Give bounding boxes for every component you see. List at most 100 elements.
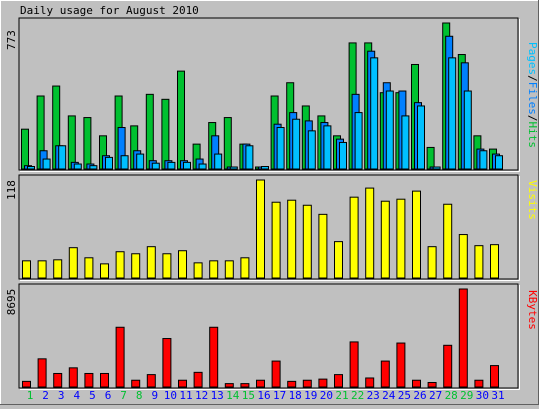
visits-bar-day-10-fill: [162, 253, 172, 279]
pages-bar-day-19-fill: [307, 130, 316, 170]
pages-bar-day-6: [105, 156, 113, 170]
day-label-26: 26: [413, 389, 426, 402]
hits-bar-day-27: [426, 146, 435, 170]
visits-bar-day-10: [162, 253, 172, 279]
kbytes-bar-day-11: [178, 379, 187, 388]
pages-bar-day-23: [370, 57, 379, 170]
kbytes-bar-day-5: [84, 372, 94, 388]
visits-bar-day-31-fill: [490, 244, 499, 279]
day-label-10: 10: [164, 389, 177, 402]
visits-bar-day-22: [349, 196, 359, 279]
kbytes-bar-day-3: [53, 372, 63, 388]
kbytes-bar-day-20-fill: [318, 378, 328, 388]
visits-bar-day-26: [412, 190, 421, 279]
day-label-11: 11: [179, 389, 192, 402]
kbytes-bar-day-5-fill: [84, 372, 94, 388]
pages-bar-day-8-fill: [136, 153, 145, 170]
pages-bar-day-18: [292, 118, 301, 170]
pages-bar-day-28-fill: [448, 57, 457, 170]
pages-bar-day-22-fill: [354, 112, 363, 170]
pages-bar-day-27: [432, 166, 441, 170]
visits-bar-day-23: [365, 187, 375, 279]
pages-bar-day-30: [479, 150, 488, 170]
pages-bar-day-1: [27, 166, 35, 170]
visits-bar-day-20: [318, 213, 328, 279]
visits-bar-day-6-fill: [100, 263, 109, 279]
visits-bar-day-31: [490, 244, 499, 279]
pages-bar-day-1-fill: [27, 166, 35, 170]
kbytes-bar-day-17-fill: [271, 360, 281, 388]
visits-bar-day-18-fill: [287, 199, 297, 279]
pages-bar-day-3: [58, 145, 67, 170]
visits-max-label: 118: [5, 180, 18, 200]
kbytes-bar-day-21: [334, 374, 343, 388]
day-label-18: 18: [289, 389, 302, 402]
pages-bar-day-22: [354, 112, 363, 170]
hits-panel-legend: Pages/Files/Hits: [526, 42, 539, 148]
kbytes-bar-day-7: [115, 326, 125, 388]
kbytes-bar-day-14-fill: [224, 383, 234, 388]
pages-bar-day-4-fill: [73, 163, 82, 170]
legend-pages: Pages: [526, 42, 539, 75]
day-label-12: 12: [195, 389, 208, 402]
day-label-13: 13: [211, 389, 224, 402]
pages-bar-day-3-fill: [58, 145, 67, 170]
day-label-28: 28: [445, 389, 458, 402]
pages-bar-day-30-fill: [479, 150, 488, 170]
kbytes-bar-day-13-fill: [209, 326, 219, 388]
pages-bar-day-8: [136, 153, 145, 170]
legend-kbytes: KBytes: [526, 290, 539, 330]
visits-bar-day-4-fill: [68, 247, 78, 279]
visits-panel-frame: [18, 174, 519, 280]
day-label-5: 5: [89, 389, 96, 402]
pages-bar-day-2-fill: [42, 158, 51, 170]
kbytes-bar-day-29-fill: [458, 288, 468, 388]
hits-bar-day-4-fill: [67, 115, 76, 170]
hits-bar-day-9: [145, 93, 154, 170]
hits-bar-day-11: [177, 70, 185, 170]
kbytes-bar-day-3-fill: [53, 372, 63, 388]
day-axis-labels: 1 2 3 4 5 6 7 8 9 10 11 12 13 14 15 16 17 18 19 20 21 22 23 24 2…: [27, 389, 505, 402]
pages-bar-day-17-fill: [276, 127, 285, 170]
kbytes-bar-day-31-fill: [490, 365, 499, 388]
pages-bar-day-25: [401, 115, 410, 170]
pages-bar-day-21-fill: [339, 141, 347, 170]
pages-bar-day-20: [323, 125, 332, 170]
day-label-4: 4: [73, 389, 80, 402]
visits-bar-day-2-fill: [37, 260, 47, 279]
pages-bar-day-16-fill: [261, 166, 269, 170]
visits-bar-day-29-fill: [458, 234, 468, 279]
visits-bar-day-11: [178, 250, 187, 279]
visits-bar-day-7: [115, 251, 125, 279]
kbytes-bar-day-2-fill: [37, 358, 47, 388]
visits-bar-day-23-fill: [365, 187, 375, 279]
kbytes-bar-day-9-fill: [146, 374, 156, 388]
kbytes-bar-day-29: [458, 288, 468, 388]
visits-bar-day-14: [224, 260, 234, 279]
pages-bar-day-13-fill: [214, 153, 223, 170]
kbytes-bar-day-4: [68, 367, 78, 388]
visits-bar-day-22-fill: [349, 196, 359, 279]
day-label-8: 8: [136, 389, 143, 402]
day-label-15: 15: [242, 389, 255, 402]
pages-bar-day-26-fill: [417, 105, 425, 170]
kbytes-bar-day-24: [380, 360, 390, 388]
pages-bar-day-20-fill: [323, 125, 332, 170]
kbytes-bar-day-25: [396, 342, 406, 388]
kbytes-bar-day-12-fill: [193, 371, 203, 388]
legend-separator-1: /: [526, 75, 539, 82]
pages-bar-day-25-fill: [401, 115, 410, 170]
day-label-6: 6: [105, 389, 112, 402]
visits-bar-day-24-fill: [380, 200, 390, 279]
kbytes-bar-day-18: [287, 380, 297, 388]
day-label-29: 29: [460, 389, 473, 402]
visits-bar-day-25-fill: [396, 198, 406, 279]
kbytes-bar-day-27-fill: [427, 381, 437, 388]
visits-bar-day-29: [458, 234, 468, 279]
pages-bar-day-31: [495, 155, 503, 170]
visits-bar-day-13: [209, 260, 219, 279]
kbytes-bar-day-19-fill: [302, 379, 312, 388]
kbytes-bar-day-16: [256, 379, 265, 388]
kbytes-bar-day-22-fill: [349, 341, 359, 388]
day-label-17: 17: [273, 389, 286, 402]
